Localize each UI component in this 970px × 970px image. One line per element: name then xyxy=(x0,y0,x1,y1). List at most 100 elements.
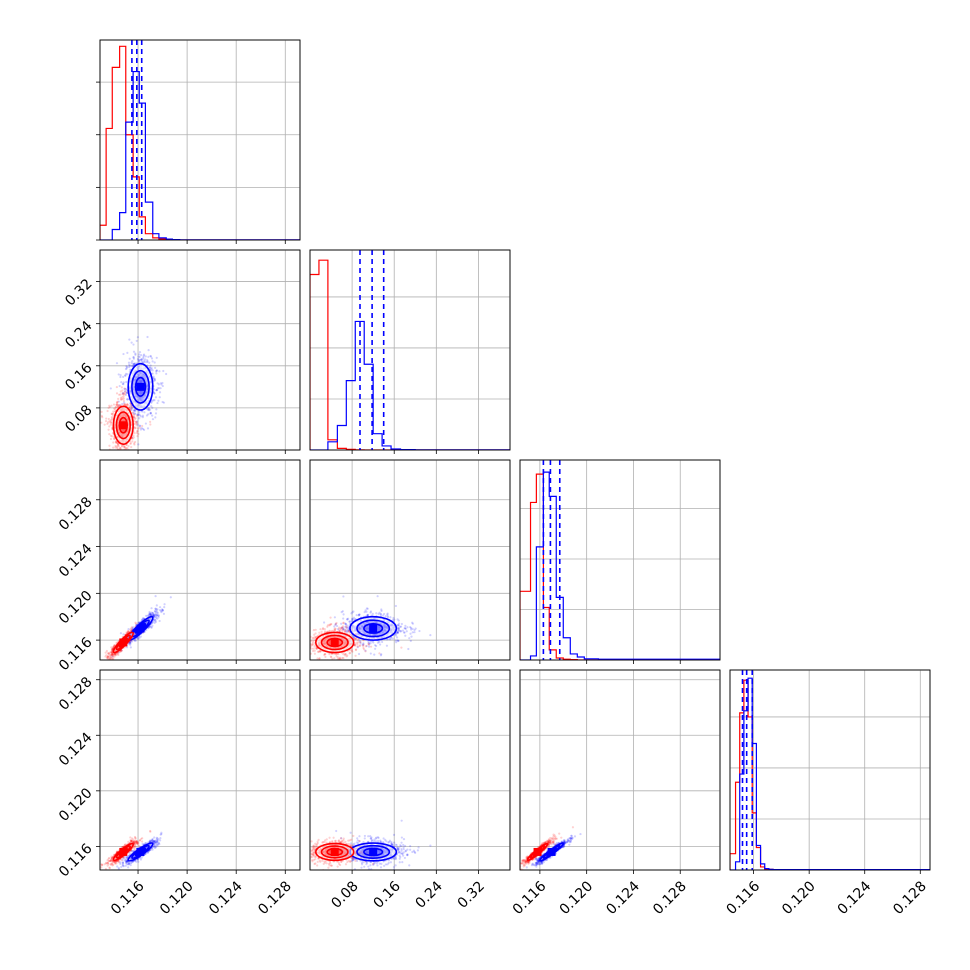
x-tick-label: 0.116 xyxy=(108,878,148,918)
y-tick-label: 0.120 xyxy=(56,588,96,628)
panel-frame xyxy=(99,669,301,871)
panel-frame xyxy=(729,669,931,871)
x-tick-label: 0.16 xyxy=(370,878,403,911)
gridlines xyxy=(310,250,510,450)
panel-frame xyxy=(309,459,511,661)
x-tick-label: 0.128 xyxy=(255,878,295,918)
panel-border xyxy=(519,669,721,871)
gridlines xyxy=(310,670,510,870)
scatter-panel xyxy=(519,669,721,871)
contour-blue xyxy=(349,842,398,862)
hist-step-red xyxy=(310,259,510,450)
center-marker xyxy=(369,847,378,856)
center-marker xyxy=(136,382,145,391)
center-marker xyxy=(136,847,145,856)
y-tick-label: 0.24 xyxy=(62,318,95,351)
axis-ticks xyxy=(351,870,479,874)
y-tick-label: 0.32 xyxy=(62,276,95,309)
axis-ticks xyxy=(539,660,681,664)
y-tick-label: 0.128 xyxy=(56,674,96,714)
x-tick-label: 0.120 xyxy=(557,878,597,918)
scatter-1-0 xyxy=(100,335,168,450)
hist-step-blue xyxy=(520,471,720,660)
center-marker xyxy=(330,638,339,647)
center-marker xyxy=(119,638,128,647)
hist-step-blue xyxy=(730,677,930,870)
contour-blue xyxy=(127,842,154,862)
axis-ticks xyxy=(96,81,286,244)
gridlines xyxy=(520,670,720,870)
panel-border xyxy=(99,249,301,451)
y-tick-label: 0.128 xyxy=(56,494,96,534)
hist-step-blue xyxy=(100,70,300,240)
y-tick-label: 0.116 xyxy=(56,841,96,881)
x-tick-label: 0.32 xyxy=(455,878,488,911)
y-tick-label: 0.124 xyxy=(56,730,96,770)
center-marker xyxy=(547,847,556,856)
contour-blue xyxy=(127,362,154,411)
center-marker xyxy=(330,847,339,856)
y-tick-label: 0.16 xyxy=(62,360,95,393)
center-marker xyxy=(136,624,145,633)
panel-frame xyxy=(309,249,511,451)
scatter-3-0 xyxy=(100,829,163,870)
x-tick-label: 0.124 xyxy=(835,878,875,918)
gridlines xyxy=(100,670,300,870)
x-tick-label: 0.120 xyxy=(779,878,819,918)
x-tick-label: 0.24 xyxy=(413,878,446,911)
contour-red xyxy=(314,842,355,862)
y-tick-label: 0.120 xyxy=(56,785,96,825)
x-tick-label: 0.116 xyxy=(510,878,550,918)
panel-frame xyxy=(519,669,721,871)
axis-ticks xyxy=(96,679,286,874)
scatter-panel xyxy=(309,669,511,871)
x-tick-label: 0.124 xyxy=(603,878,643,918)
x-tick-label: 0.116 xyxy=(724,878,764,918)
gridlines xyxy=(100,250,300,450)
hist-step-blue xyxy=(310,320,510,450)
scatter-2-0 xyxy=(101,595,172,660)
scatter-3-2 xyxy=(520,826,582,870)
histogram-1 xyxy=(310,250,510,450)
panel-frame xyxy=(99,459,301,661)
contour-red xyxy=(112,842,134,862)
x-tick-label: 0.08 xyxy=(328,878,361,911)
y-tick-label: 0.116 xyxy=(56,634,96,674)
y-tick-label: 0.08 xyxy=(62,402,95,435)
histogram-0 xyxy=(100,40,300,240)
center-marker xyxy=(119,421,128,430)
center-marker xyxy=(369,624,378,633)
scatter-3-1 xyxy=(310,819,432,870)
panel-border xyxy=(99,459,301,661)
panel-frame xyxy=(99,39,301,241)
x-tick-label: 0.124 xyxy=(206,878,246,918)
center-marker xyxy=(119,847,128,856)
x-tick-label: 0.120 xyxy=(157,878,197,918)
y-tick-label: 0.124 xyxy=(56,541,96,581)
contour-red xyxy=(314,631,355,654)
gridlines xyxy=(520,460,720,660)
panel-border xyxy=(309,669,511,871)
scatter-panel xyxy=(99,669,301,871)
panel-border xyxy=(99,39,301,241)
x-tick-label: 0.128 xyxy=(650,878,690,918)
scatter-panel xyxy=(99,459,301,661)
panel-border xyxy=(309,249,511,451)
histogram-panel xyxy=(519,459,721,661)
axis-ticks xyxy=(96,499,286,664)
contour-red xyxy=(526,842,549,862)
contour-blue xyxy=(539,842,565,862)
panel-frame xyxy=(519,459,721,661)
gridlines xyxy=(100,460,300,660)
histogram-panel xyxy=(729,669,931,871)
axis-ticks xyxy=(96,281,286,454)
x-tick-label: 0.128 xyxy=(890,878,930,918)
panel-border xyxy=(99,669,301,871)
histogram-panel xyxy=(309,249,511,451)
contour-red xyxy=(112,631,134,654)
center-marker xyxy=(533,847,542,856)
axis-ticks xyxy=(351,450,479,454)
panel-frame xyxy=(309,669,511,871)
contour-red xyxy=(112,405,134,446)
